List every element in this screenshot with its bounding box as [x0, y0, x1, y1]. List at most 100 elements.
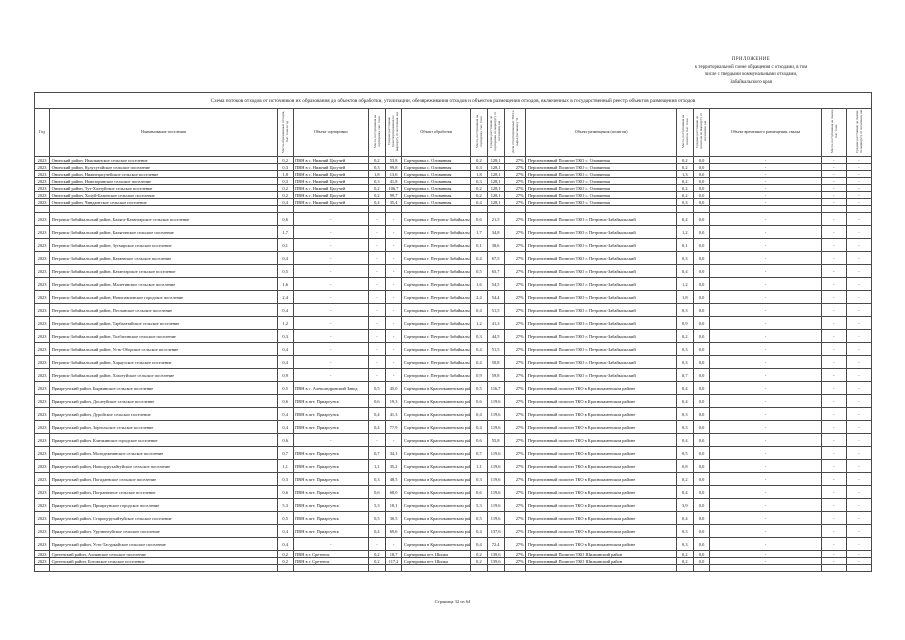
table-cell: 35,4	[384, 198, 403, 206]
table-cell: 1,1	[470, 459, 488, 473]
column-header: Объект временного размещения, свалка	[709, 108, 822, 157]
table-cell: 0,2	[367, 557, 386, 565]
table-cell: 0,4	[675, 433, 694, 447]
table-cell: -	[384, 225, 403, 239]
table-cell	[367, 564, 386, 572]
table-cell: 27%	[503, 394, 527, 408]
table-cell: 0,6	[276, 212, 294, 226]
table-cell: -	[845, 177, 873, 185]
table-cell	[845, 564, 873, 572]
table-cell: Приаргунский район, Зоргольское сельское…	[49, 420, 278, 434]
table-cell: -	[709, 355, 822, 369]
table-cell: -	[845, 550, 873, 558]
table-cell	[820, 564, 847, 572]
table-cell: 0,2	[675, 550, 694, 558]
table-cell: Сортировка г. Петровск-Забайкальский	[401, 290, 472, 304]
table-cell: 1,7	[470, 225, 488, 239]
table-cell: Перспективный полигон ТКО в Краснокаменс…	[525, 420, 677, 434]
table-row: 2023 Сретенский район, Алиянское сельское…	[33, 550, 873, 558]
table-cell: -	[820, 485, 847, 499]
table-cell	[820, 205, 847, 213]
table-cell	[845, 205, 873, 213]
table-cell: -	[384, 433, 403, 447]
table-cell	[503, 564, 527, 572]
table-cell: 0,3	[276, 177, 294, 185]
table-cell: 0,2	[470, 557, 488, 565]
table-row: 2023 Петровск-Забайкальский район, Толбаг…	[33, 329, 873, 343]
table-cell: Перспективный Полигон ТКО с. Оловянная	[525, 177, 677, 185]
column-header-label: Масса образованных отходов, тыс. тонн в …	[281, 110, 290, 153]
table-cell	[486, 564, 505, 572]
table-cell: Приаргунский район, Молодежнинское сельс…	[49, 446, 278, 460]
table-cell: 116,7	[486, 381, 505, 395]
table-cell: Сортировка г. Петровск-Забайкальский	[401, 212, 472, 226]
table-cell: 5,3	[367, 498, 386, 512]
table-cell: 2023	[33, 511, 51, 525]
table-cell: Сортировка г. Петровск-Забайкальский	[401, 277, 472, 291]
table-cell: 27%	[503, 355, 527, 369]
table-cell: 1,8	[675, 290, 694, 304]
table-cell: -	[367, 225, 386, 239]
table-cell: 119,6	[486, 407, 505, 421]
table-cell: Приаргунский район, Новоцурухайтуйское с…	[49, 459, 278, 473]
table-cell: 0,0	[692, 557, 711, 565]
table-cell: 0,6	[470, 394, 488, 408]
table-cell: 68,0	[384, 485, 403, 499]
table-cell: 0,2	[470, 156, 488, 164]
table-cell: -	[845, 368, 873, 382]
table-cell: 0,2	[276, 156, 294, 164]
table-cell: -	[367, 277, 386, 291]
table-cell: Петровск-Забайкальский район, Катангарск…	[49, 264, 278, 278]
table-row: 2023 Петровск-Забайкальский район, Катанг…	[33, 264, 873, 278]
table-cell: 0,4	[470, 537, 488, 551]
table-cell	[33, 564, 51, 572]
table-cell: 0,4	[675, 394, 694, 408]
table-cell: Сортировка в Краснокаменском районе	[401, 511, 472, 525]
table-cell: -	[845, 381, 873, 395]
table-row: 2023 Петровск-Забайкальский район, Баляги…	[33, 225, 873, 239]
table-cell: ПВН в с. Нижний Цасучей	[292, 191, 369, 199]
table-cell: 0,4	[367, 420, 386, 434]
table-cell: Перспективный полигон ТКО в Краснокаменс…	[525, 511, 677, 525]
table-cell: 128,1	[486, 198, 505, 206]
table-cell: ПВН в пгт. Приаргунск	[292, 394, 369, 408]
table-cell: Перспективный Полигон ТКО с. Оловянная	[525, 170, 677, 178]
table-cell: -	[384, 264, 403, 278]
table-cell: 0,0	[692, 290, 711, 304]
table-cell: -	[820, 511, 847, 525]
table-cell: -	[367, 342, 386, 356]
table-cell: Сортировка в Краснокаменском районе	[401, 446, 472, 460]
table-cell: 5,3	[470, 498, 488, 512]
table-cell: 0,0	[692, 184, 711, 192]
table-cell: 0,3	[367, 163, 386, 171]
table-row: 2023 Ононский район, Холуй-Базинское сель…	[33, 191, 873, 199]
table-cell: 27%	[503, 407, 527, 421]
table-cell: 2023	[33, 316, 51, 330]
table-cell: 0,4	[470, 407, 488, 421]
table-cell: -	[367, 303, 386, 317]
column-header: Масса, поступившая на сортировку, тыс. т…	[367, 108, 386, 157]
table-row: 2023 Приаргунский район, Дуройское сельск…	[33, 407, 873, 421]
table-cell: 0,7	[367, 446, 386, 460]
table-cell: 0,1	[276, 238, 294, 252]
table-cell: Перспективный Полигон ТКО г. Петровск-За…	[525, 303, 677, 317]
table-cell: 0,2	[675, 191, 694, 199]
table-cell: -	[709, 557, 822, 565]
table-cell: Перспективный Полигон ТКО с. Оловянная	[525, 191, 677, 199]
table-cell: 0,6	[470, 485, 488, 499]
table-cell: ПВН в пгт. Приаргунск	[292, 472, 369, 486]
table-cell: 27%	[503, 170, 527, 178]
table-cell: Перспективный полигон ТКО в Краснокаменс…	[525, 472, 677, 486]
table-cell: Перспективный полигон ТКО в Краснокаменс…	[525, 537, 677, 551]
table-cell: 0,3	[276, 163, 294, 171]
table-cell: -	[367, 212, 386, 226]
column-header: Масса, поступившая на свалку, тыс. тонн	[820, 108, 847, 157]
table-row: 2023 Приаргунский район, Молодежнинское с…	[33, 446, 873, 460]
table-cell: 27%	[503, 163, 527, 171]
table-cell	[384, 205, 403, 213]
table-cell: 119,6	[486, 498, 505, 512]
table-cell: Сортировка в Краснокаменском районе	[401, 498, 472, 512]
table-cell: Ононский район, Новозоринское сельское п…	[49, 177, 278, 185]
table-cell: 13,6	[384, 170, 403, 178]
column-header-label: Среднее расстояние до сортировки по марш…	[489, 112, 502, 152]
